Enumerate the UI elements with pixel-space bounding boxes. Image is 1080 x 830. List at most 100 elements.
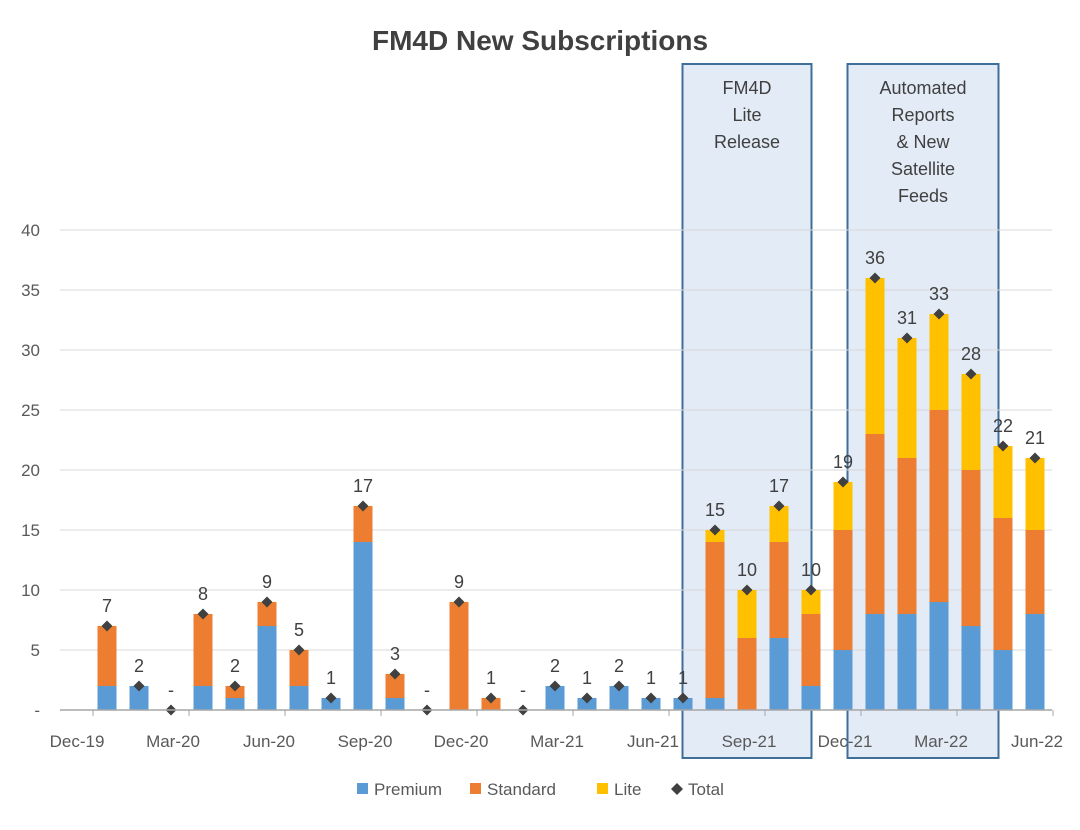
bar-lite: [993, 446, 1013, 518]
total-marker: [133, 680, 145, 692]
x-tick-label: Mar-22: [914, 732, 968, 751]
total-marker: [901, 332, 913, 344]
total-marker: [677, 692, 689, 704]
bar-standard: [769, 542, 789, 638]
bar-lite: [833, 482, 853, 530]
legend-label: Premium: [374, 780, 442, 799]
y-tick-label: 40: [21, 221, 40, 240]
legend: Premium Standard Lite Total: [357, 780, 724, 799]
total-label: 22: [993, 416, 1013, 436]
bar-standard: [385, 674, 405, 698]
bar-premium: [129, 686, 149, 710]
x-tick-label: Mar-21: [530, 732, 584, 751]
bar-standard: [961, 470, 981, 626]
y-tick-label: 10: [21, 581, 40, 600]
total-label: 28: [961, 344, 981, 364]
annotation-text: Feeds: [898, 186, 948, 206]
total-label: 8: [198, 584, 208, 604]
bar-lite: [865, 278, 885, 434]
bar-standard: [193, 614, 213, 686]
legend-label: Lite: [614, 780, 641, 799]
total-label: -: [424, 680, 430, 700]
total-label: 1: [646, 668, 656, 688]
bar-standard: [801, 614, 821, 686]
total-label: -: [520, 680, 526, 700]
bar-standard: [929, 410, 949, 602]
bar-standard: [833, 530, 853, 650]
x-tick-label: Sep-20: [338, 732, 393, 751]
total-marker: [709, 524, 721, 536]
bar-lite: [705, 530, 725, 542]
y-tick-label: -: [34, 701, 40, 720]
total-label: 1: [678, 668, 688, 688]
x-tick-label: Mar-20: [146, 732, 200, 751]
total-label: 36: [865, 248, 885, 268]
bar-premium: [801, 686, 821, 710]
bar-premium: [289, 686, 309, 710]
legend-swatch-total: [671, 783, 683, 795]
legend-swatch-premium: [357, 783, 368, 794]
total-marker: [293, 644, 305, 656]
total-label: 9: [454, 572, 464, 592]
total-label: 2: [614, 656, 624, 676]
bar-lite: [801, 590, 821, 614]
y-tick-label: 25: [21, 401, 40, 420]
bar-standard: [353, 506, 373, 542]
bar-premium: [609, 686, 629, 710]
bar-premium: [545, 686, 565, 710]
total-label: 21: [1025, 428, 1045, 448]
total-marker: [357, 500, 369, 512]
bar-premium: [321, 698, 341, 710]
bar-premium: [673, 698, 693, 710]
bar-premium: [897, 614, 917, 710]
x-tick-label: Dec-19: [50, 732, 105, 751]
total-marker: [101, 620, 113, 632]
total-marker: [805, 584, 817, 596]
bar-premium: [225, 698, 245, 710]
grid-layer: [60, 229, 1052, 651]
total-marker: [453, 596, 465, 608]
bar-premium: [993, 650, 1013, 710]
bar-premium: [929, 602, 949, 710]
total-marker: [389, 668, 401, 680]
x-tick-label: Dec-20: [434, 732, 489, 751]
bar-layer: [97, 278, 1045, 710]
total-label: 15: [705, 500, 725, 520]
total-marker: [645, 692, 657, 704]
bar-standard: [1025, 530, 1045, 614]
total-marker: [1029, 452, 1041, 464]
x-tick-label: Jun-20: [243, 732, 295, 751]
total-label: 19: [833, 452, 853, 472]
total-marker: [261, 596, 273, 608]
bar-premium: [385, 698, 405, 710]
legend-label: Standard: [487, 780, 556, 799]
annotation-text: Release: [714, 132, 780, 152]
total-label: 9: [262, 572, 272, 592]
total-marker: [965, 368, 977, 380]
annotation-text: Reports: [891, 105, 954, 125]
bar-standard: [289, 650, 309, 686]
bar-premium: [961, 626, 981, 710]
total-label: 31: [897, 308, 917, 328]
total-label: 1: [326, 668, 336, 688]
bar-standard: [705, 542, 725, 698]
total-label: 10: [737, 560, 757, 580]
annotation-text: Automated: [879, 78, 966, 98]
total-label: 2: [134, 656, 144, 676]
total-label: 1: [486, 668, 496, 688]
total-label: 1: [582, 668, 592, 688]
bar-standard: [737, 638, 757, 710]
x-tick-label: Jun-22: [1011, 732, 1063, 751]
y-tick-label: 5: [31, 641, 40, 660]
legend-swatch-lite: [597, 783, 608, 794]
annotation-text: & New: [896, 132, 950, 152]
total-label: 2: [230, 656, 240, 676]
annotation-text: FM4D: [723, 78, 772, 98]
total-marker: [325, 692, 337, 704]
total-marker: [229, 680, 241, 692]
total-label: 3: [390, 644, 400, 664]
bar-lite: [897, 338, 917, 458]
total-label: 5: [294, 620, 304, 640]
bar-premium: [577, 698, 597, 710]
